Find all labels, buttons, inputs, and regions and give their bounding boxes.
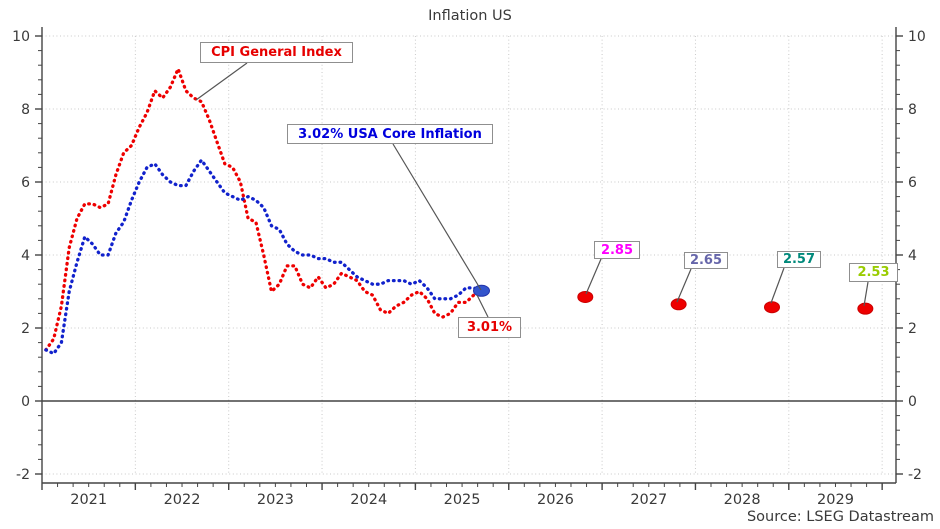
y-axis-label: 6 <box>21 175 30 191</box>
annotation-forecast-2027: 2.65 <box>684 252 728 269</box>
cpi-series-line <box>44 67 484 352</box>
x-axis-label: 2028 <box>724 492 761 508</box>
annotation-cpi-label: CPI General Index <box>200 42 353 63</box>
annotation-core-label: 3.02% USA Core Inflation <box>287 124 493 144</box>
x-axis-label: 2027 <box>630 492 667 508</box>
annotation-forecast-2029: 2.53 <box>849 263 898 282</box>
leader-line <box>392 143 482 291</box>
x-axis-label: 2026 <box>537 492 574 508</box>
leader-line <box>195 62 248 101</box>
forecast-dot <box>763 301 780 314</box>
forecast-dot <box>857 302 874 315</box>
y-axis-label: -2 <box>908 467 922 483</box>
y-axis-label: 10 <box>908 29 926 45</box>
y-axis-label: 4 <box>908 248 917 264</box>
leader-line <box>863 281 869 307</box>
x-axis-label: 2024 <box>350 492 387 508</box>
leader-line <box>476 294 489 318</box>
y-axis-label: 6 <box>908 175 917 191</box>
core-end-marker <box>472 284 490 297</box>
y-axis-label: 0 <box>21 394 30 410</box>
y-axis-label: 0 <box>908 394 917 410</box>
annotation-forecast-2026: 2.85 <box>594 241 640 259</box>
x-axis-label: 2023 <box>257 492 294 508</box>
x-axis-label: 2025 <box>444 492 481 508</box>
forecast-dot <box>670 298 687 311</box>
leader-line <box>585 258 602 295</box>
source-credit: Source: LSEG Datastream <box>746 509 934 525</box>
leader-line <box>676 268 692 303</box>
y-axis-label: -2 <box>16 467 30 483</box>
y-axis-label: 8 <box>908 102 917 118</box>
x-axis-label: 2021 <box>70 492 107 508</box>
chart-title: Inflation US <box>428 8 512 24</box>
y-axis-label: 2 <box>908 321 917 337</box>
y-axis-label: 2 <box>21 321 30 337</box>
x-axis-label: 2022 <box>164 492 201 508</box>
y-axis-label: 8 <box>21 102 30 118</box>
annotation-cpi-last: 3.01% <box>458 317 521 338</box>
annotation-forecast-2028: 2.57 <box>777 251 821 268</box>
x-axis-label: 2029 <box>817 492 854 508</box>
y-axis-label: 4 <box>21 248 30 264</box>
forecast-dot <box>577 290 594 303</box>
y-axis-label: 10 <box>12 29 30 45</box>
core-series-line <box>44 158 484 356</box>
leader-line <box>770 267 785 304</box>
